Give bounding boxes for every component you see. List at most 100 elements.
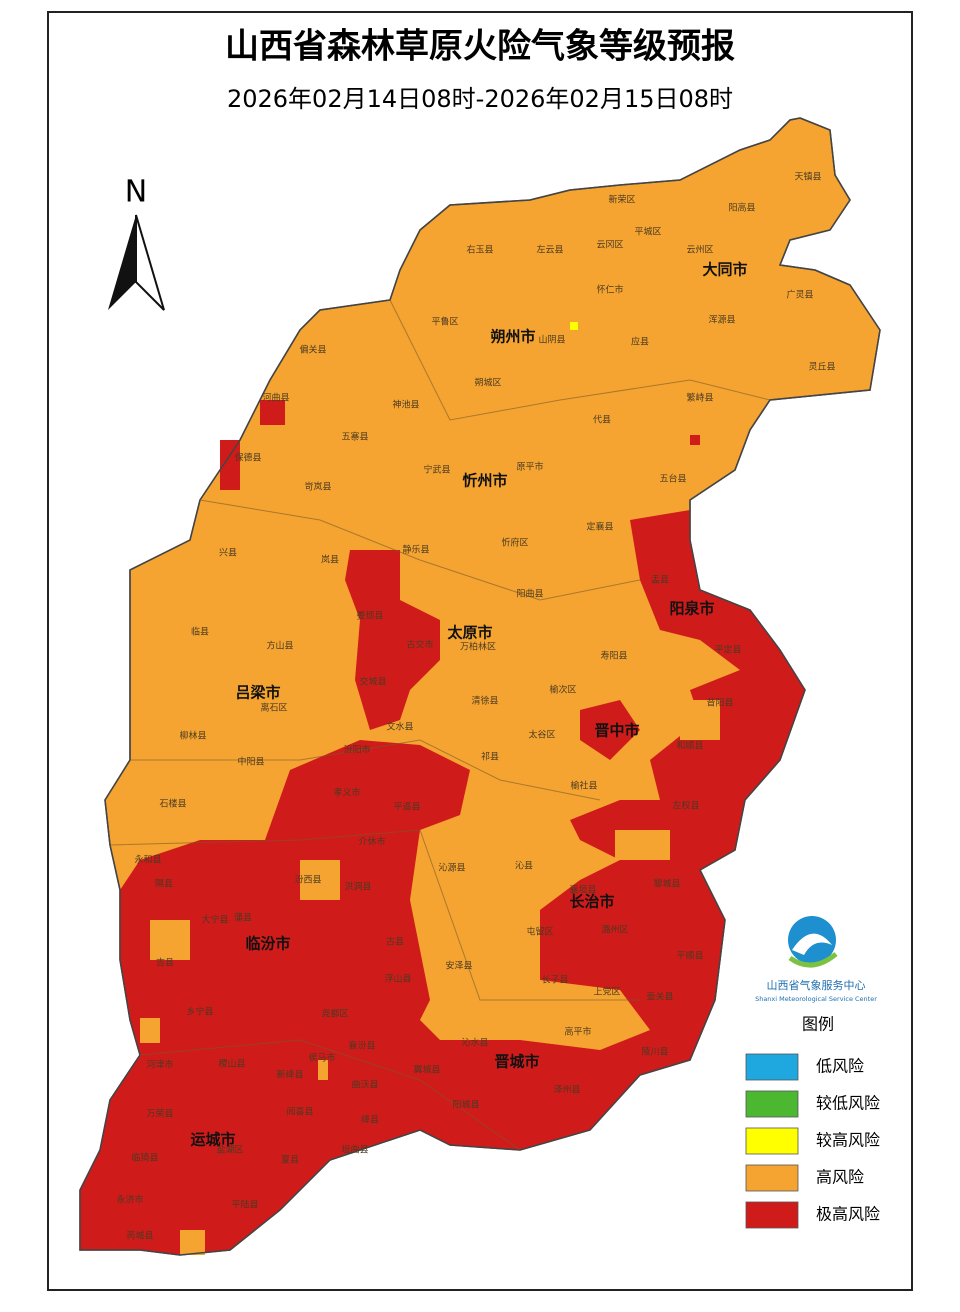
county-label: 阳曲县 bbox=[516, 589, 543, 600]
north-label: N bbox=[125, 175, 147, 210]
county-label: 隰县 bbox=[155, 879, 173, 890]
county-label: 汾阳市 bbox=[343, 744, 370, 756]
city-label: 晋城市 bbox=[494, 1053, 539, 1071]
county-label: 永济市 bbox=[116, 1194, 143, 1206]
map-subtitle: 2026年02月14日08时-2026年02月15日08时 bbox=[227, 85, 733, 113]
legend-swatch bbox=[745, 1090, 799, 1118]
logo: 山西省气象服务中心 Shanxi Meteorological Service … bbox=[755, 916, 877, 1003]
high-risk-patch bbox=[150, 920, 190, 960]
logo-leaf bbox=[788, 952, 838, 968]
extreme-risk-area bbox=[80, 510, 805, 1255]
county-label: 屯留区 bbox=[526, 926, 553, 938]
county-label: 朔城区 bbox=[474, 377, 501, 389]
county-label: 泽州县 bbox=[553, 1085, 580, 1096]
county-label: 中阳县 bbox=[237, 756, 264, 768]
county-label: 高平市 bbox=[564, 1026, 591, 1038]
county-label: 宁武县 bbox=[423, 464, 450, 476]
county-label: 襄汾县 bbox=[348, 1040, 375, 1052]
county-label: 蒲县 bbox=[234, 912, 252, 924]
county-label: 平城区 bbox=[634, 227, 661, 238]
county-label: 文水县 bbox=[386, 721, 413, 733]
boundary-line bbox=[109, 829, 421, 846]
county-label: 壶关县 bbox=[646, 991, 673, 1003]
county-label: 潞州区 bbox=[601, 924, 628, 936]
county-label: 沁水县 bbox=[461, 1037, 488, 1049]
county-label: 万荣县 bbox=[146, 1108, 173, 1120]
legend-swatch bbox=[745, 1053, 799, 1081]
county-label: 陵川县 bbox=[641, 1047, 668, 1058]
county-label: 岢岚县 bbox=[304, 482, 331, 493]
county-label: 交城县 bbox=[359, 676, 386, 688]
city-label: 临汾市 bbox=[245, 935, 290, 953]
county-label: 阳高县 bbox=[728, 202, 755, 214]
legend-label: 较高风险 bbox=[816, 1131, 880, 1150]
county-label: 静乐县 bbox=[402, 544, 429, 556]
county-label: 稷山县 bbox=[218, 1059, 245, 1070]
county-label: 石楼县 bbox=[159, 798, 186, 810]
city-label: 朔州市 bbox=[490, 328, 535, 346]
county-label: 古县 bbox=[386, 936, 404, 948]
county-label: 浑源县 bbox=[708, 315, 735, 326]
county-label: 孝义市 bbox=[333, 787, 360, 799]
county-label: 平鲁区 bbox=[431, 316, 458, 328]
high-risk-patch bbox=[180, 1230, 205, 1255]
county-label: 汾西县 bbox=[294, 875, 321, 886]
county-label: 右玉县 bbox=[466, 244, 493, 256]
risk-regions bbox=[79, 117, 881, 1256]
county-label: 定襄县 bbox=[586, 521, 613, 533]
city-label: 忻州市 bbox=[462, 472, 507, 490]
county-label: 山阴县 bbox=[538, 335, 565, 346]
county-label: 忻府区 bbox=[501, 537, 528, 549]
county-label: 盐湖区 bbox=[216, 1144, 243, 1156]
map-title: 山西省森林草原火险气象等级预报 bbox=[225, 27, 735, 67]
city-label: 长治市 bbox=[569, 893, 614, 911]
high-risk-patch bbox=[680, 700, 720, 740]
county-label: 永和县 bbox=[134, 854, 161, 866]
county-label: 沁源县 bbox=[438, 863, 465, 874]
county-label: 榆次区 bbox=[549, 684, 576, 696]
county-label: 平定县 bbox=[714, 644, 741, 656]
legend-swatch bbox=[745, 1164, 799, 1192]
county-label: 介休市 bbox=[358, 836, 385, 848]
logo-name-en: Shanxi Meteorological Service Center bbox=[755, 995, 877, 1003]
county-label: 闻喜县 bbox=[286, 1106, 313, 1118]
county-label: 寿阳县 bbox=[600, 650, 627, 662]
county-label: 娄烦县 bbox=[356, 610, 383, 622]
county-label: 偏关县 bbox=[299, 344, 326, 356]
county-label: 阳城县 bbox=[452, 1100, 479, 1111]
high-risk-patch bbox=[300, 860, 340, 900]
map-outline bbox=[79, 117, 881, 1256]
legend-label: 较低风险 bbox=[816, 1094, 880, 1113]
boundary-line bbox=[139, 1039, 521, 1151]
high-risk-patch bbox=[615, 830, 670, 860]
county-label: 兴县 bbox=[219, 548, 237, 559]
county-label: 曲沃县 bbox=[351, 1080, 378, 1091]
north-arrow-left bbox=[108, 215, 136, 310]
county-label: 五寨县 bbox=[341, 431, 368, 443]
county-label: 繁峙县 bbox=[686, 392, 713, 404]
county-label: 平顺县 bbox=[676, 951, 703, 962]
county-label: 绛县 bbox=[361, 1114, 379, 1126]
boundary-line bbox=[419, 829, 640, 1001]
boundary-line bbox=[199, 499, 641, 601]
legend-label: 高风险 bbox=[816, 1168, 864, 1187]
high-risk-patch bbox=[318, 1060, 328, 1080]
legend-swatch bbox=[745, 1201, 799, 1229]
county-label: 安泽县 bbox=[445, 960, 472, 972]
county-label: 浮山县 bbox=[384, 973, 411, 985]
high-risk-patch bbox=[140, 1018, 160, 1043]
city-label: 晋中市 bbox=[594, 722, 639, 740]
county-label: 垣曲县 bbox=[341, 1145, 368, 1156]
county-label: 怀仁市 bbox=[596, 284, 623, 296]
county-label: 原平市 bbox=[516, 461, 543, 473]
extreme-risk-area bbox=[220, 440, 240, 490]
county-label: 岚县 bbox=[321, 555, 339, 566]
city-label: 吕梁市 bbox=[235, 684, 280, 702]
county-label: 上党区 bbox=[593, 986, 620, 998]
county-label: 尧都区 bbox=[321, 1008, 348, 1020]
county-label: 五台县 bbox=[659, 473, 686, 485]
county-label: 平陆县 bbox=[231, 1199, 258, 1211]
county-label: 洪洞县 bbox=[344, 881, 371, 893]
